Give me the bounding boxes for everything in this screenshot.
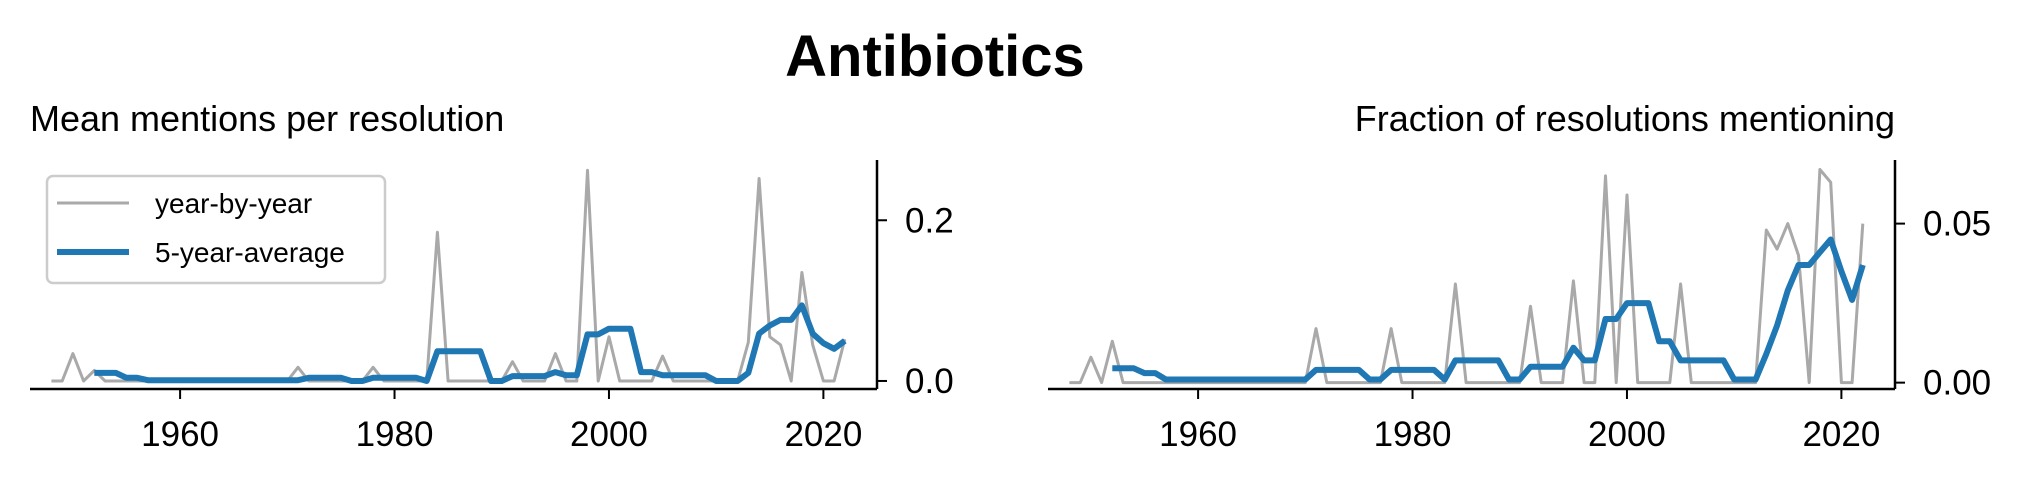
fraction-mentioning-x-tick-label: 2020 [1802,415,1880,454]
panel-title-fraction-mentioning: Fraction of resolutions mentioning [1355,98,1895,139]
fraction-mentioning-series [1069,168,1866,385]
mean-mentions-x-tick-label: 2020 [784,415,862,454]
mean-mentions-panel: Mean mentions per resolution 1960 1980 200… [30,98,954,454]
fraction-mentioning-x-tick-label: 2000 [1588,415,1666,454]
fraction-mentioning-y-tick-label: 0.00 [1923,364,1991,403]
fraction-mentioning-axes: 1960 1980 2000 2020 0.00 0.05 [1048,160,1991,454]
mean-mentions-x-tick-label: 1980 [356,415,434,454]
mean-mentions-x-tick-label: 2000 [570,415,648,454]
legend-box [45,174,387,285]
legend-label-5-year-average: 5-year-average [155,237,345,268]
fraction-mentioning-x-tick-label: 1960 [1159,415,1237,454]
legend: year-by-year 5-year-average [45,174,387,285]
fraction-mentioning-line-5-year-average [1112,236,1866,383]
fraction-mentioning-panel: Fraction of resolutions mentioning 1960 1… [1048,98,1991,454]
fraction-mentioning-y-tick-label: 0.05 [1923,205,1991,244]
fraction-mentioning-line-year-by-year [1069,168,1865,385]
legend-label-year-by-year: year-by-year [155,188,312,219]
mean-mentions-axes: 1960 1980 2000 2020 0.0 0.2 [30,160,954,454]
panel-title-mean-mentions: Mean mentions per resolution [30,98,504,139]
mean-mentions-y-tick-label: 0.0 [905,362,954,401]
mean-mentions-x-tick-label: 1960 [141,415,219,454]
mean-mentions-line-5-year-average [94,302,847,384]
fraction-mentioning-x-tick-label: 1980 [1374,415,1452,454]
mean-mentions-series [51,168,847,384]
mean-mentions-y-tick-label: 0.2 [905,201,954,240]
figure-title: Antibiotics [785,24,1085,89]
